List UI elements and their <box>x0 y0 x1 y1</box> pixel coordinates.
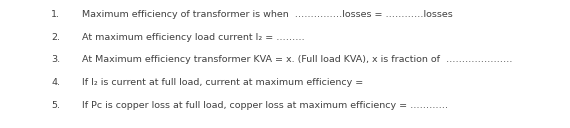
Text: Maximum efficiency of transformer is when  ……………losses = …………losses: Maximum efficiency of transformer is whe… <box>82 10 453 19</box>
Text: 1.: 1. <box>51 10 60 19</box>
Text: 4.: 4. <box>51 78 60 87</box>
Text: If Pc is copper loss at full load, copper loss at maximum efficiency = …………: If Pc is copper loss at full load, coppe… <box>82 101 448 110</box>
Text: At maximum efficiency load current I₂ = ………: At maximum efficiency load current I₂ = … <box>82 33 305 42</box>
Text: 3.: 3. <box>51 55 60 64</box>
Text: If I₂ is current at full load, current at maximum efficiency =: If I₂ is current at full load, current a… <box>82 78 363 87</box>
Text: 5.: 5. <box>51 101 60 110</box>
Text: 2.: 2. <box>51 33 60 42</box>
Text: At Maximum efficiency transformer KVA = x. (Full load KVA), x is fraction of  ……: At Maximum efficiency transformer KVA = … <box>82 55 512 64</box>
